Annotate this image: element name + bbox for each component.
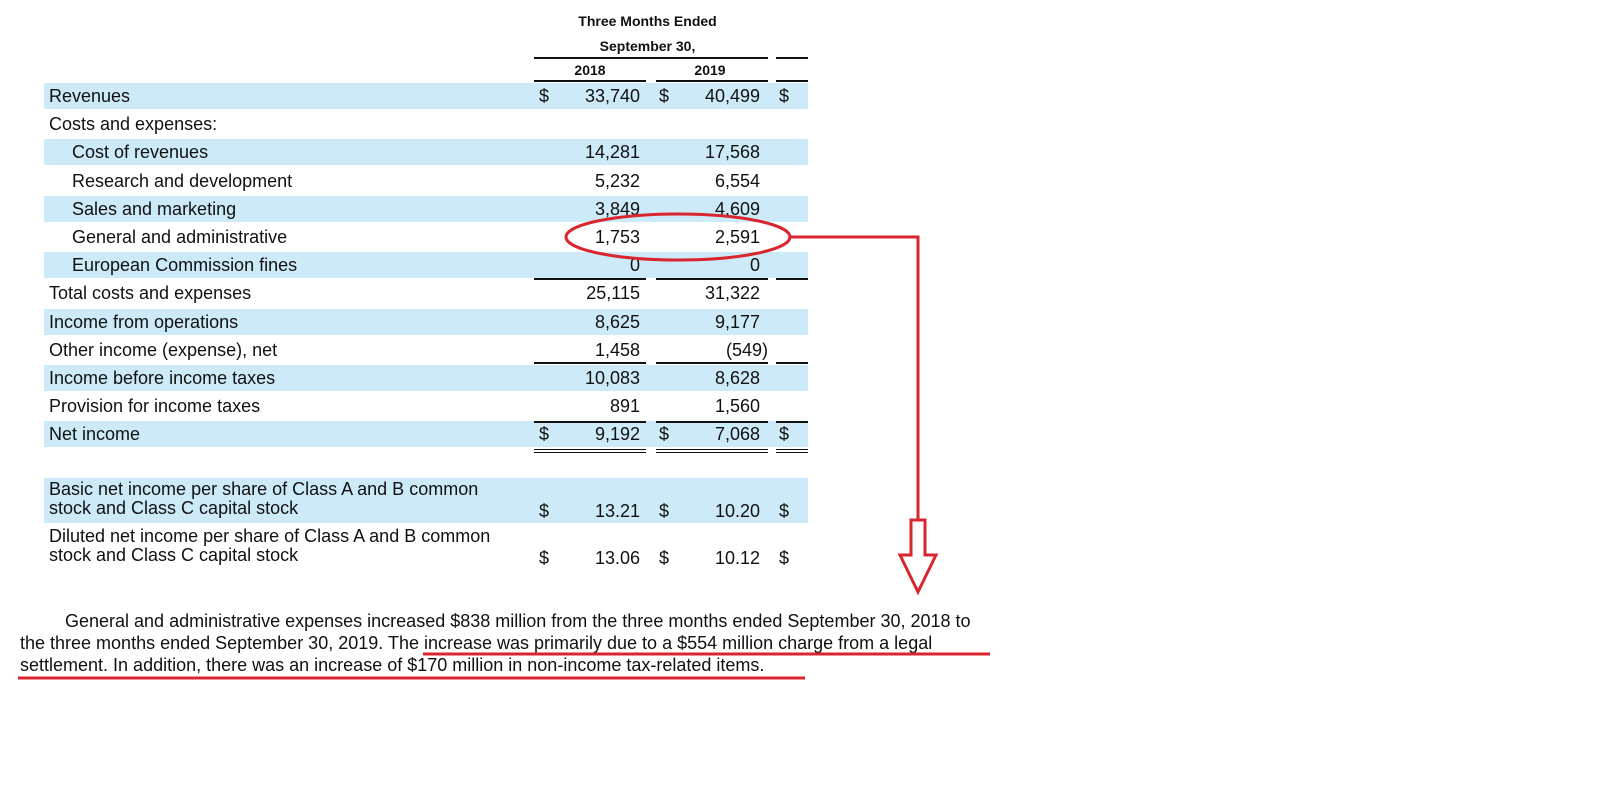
row-label: Sales and marketing [72, 198, 237, 219]
row-label: Cost of revenues [72, 142, 209, 163]
arrow-down-icon [897, 518, 939, 596]
value-2019: 8,628 [714, 368, 760, 388]
year-rule-2018 [534, 80, 646, 82]
currency-symbol: $ [539, 86, 550, 106]
total-rule [534, 449, 646, 453]
currency-symbol: $ [539, 424, 550, 445]
narrative-sentence-1: General and administrative expenses incr… [20, 611, 971, 653]
period-header-line2: September 30, [599, 38, 696, 54]
value-2018: 3,849 [594, 198, 640, 219]
value-2019: 7,068 [714, 424, 760, 445]
total-rule [534, 421, 646, 423]
year-rule-right [776, 80, 808, 82]
row-band [44, 83, 808, 109]
value-2018: 0 [629, 255, 640, 276]
narrative-sentence-2-highlighted: The increase was primarily due to a $554… [20, 633, 933, 675]
eps-2018: 13.21 [594, 501, 640, 521]
eps-label-line2: stock and Class C capital stock [49, 498, 299, 518]
row-label: Other income (expense), net [49, 339, 278, 360]
currency-symbol: $ [659, 424, 670, 445]
currency-symbol: $ [659, 501, 670, 521]
total-rule [534, 278, 646, 280]
value-2019: 9,177 [714, 311, 760, 332]
currency-symbol: $ [659, 86, 670, 106]
row-band [44, 139, 808, 166]
value-2018: 25,115 [586, 283, 640, 304]
value-2018: 8,625 [594, 311, 640, 332]
connector-line [790, 235, 920, 520]
currency-symbol: $ [659, 548, 670, 568]
total-rule [656, 278, 768, 280]
value-2019: 4,609 [714, 198, 760, 219]
value-2019: 6,554 [714, 170, 760, 191]
row-band [44, 421, 808, 448]
row-label: Provision for income taxes [49, 396, 261, 417]
value-2018: 891 [609, 396, 640, 417]
eps-2019: 10.20 [714, 501, 760, 521]
currency-symbol: $ [779, 501, 790, 521]
total-rule [776, 362, 808, 364]
value-2019: 40,499 [704, 86, 760, 106]
value-2018: 10,083 [584, 368, 640, 388]
row-band [44, 308, 808, 335]
currency-symbol: $ [539, 501, 550, 521]
eps-label-line1: Basic net income per share of Class A an… [49, 479, 479, 499]
eps-label-line2: stock and Class C capital stock [49, 545, 299, 565]
year-rule-2019 [656, 80, 768, 82]
row-label: Research and development [72, 170, 293, 191]
currency-symbol: $ [539, 548, 550, 568]
row-label: Income before income taxes [49, 368, 276, 388]
total-rule [656, 449, 768, 453]
total-rule [776, 421, 808, 423]
total-rule [656, 362, 768, 364]
value-2018: 1,458 [594, 339, 640, 360]
row-label: Income from operations [49, 311, 239, 332]
value-2018: 5,232 [594, 170, 640, 191]
year-2019-header: 2019 [694, 62, 726, 78]
row-band [44, 365, 808, 391]
value-2018: 14,281 [584, 142, 640, 163]
eps-2018: 13.06 [594, 548, 640, 568]
header-rule [534, 57, 768, 59]
row-label: European Commission fines [72, 255, 298, 276]
year-2018-header: 2018 [574, 62, 606, 78]
value-2018: 9,192 [594, 424, 640, 445]
value-2019: (549) [725, 339, 768, 360]
value-2019: 17,568 [704, 142, 760, 163]
row-label: Total costs and expenses [49, 283, 252, 304]
row-label: Costs and expenses: [49, 114, 218, 135]
total-rule [656, 421, 768, 423]
row-label: General and administrative [72, 227, 288, 247]
currency-symbol: $ [779, 548, 790, 568]
period-header-line1: Three Months Ended [578, 13, 717, 29]
total-rule [534, 362, 646, 364]
value-2019: 31,322 [704, 283, 760, 304]
value-2019: 2,591 [714, 227, 760, 247]
total-rule [776, 278, 808, 280]
value-2019: 1,560 [714, 396, 760, 417]
header-rule-right [776, 57, 808, 59]
eps-label-line1: Diluted net income per share of Class A … [49, 526, 491, 546]
narrative-paragraph: General and administrative expenses incr… [20, 610, 1000, 676]
eps-row-band [44, 478, 808, 523]
value-2019: 0 [749, 255, 760, 276]
row-label: Revenues [49, 86, 131, 106]
total-rule [776, 449, 808, 453]
currency-symbol: $ [779, 86, 790, 106]
value-2018: 33,740 [584, 86, 640, 106]
eps-2019: 10.12 [714, 548, 760, 568]
value-2018: 1,753 [594, 227, 640, 247]
row-label: Net income [49, 424, 141, 445]
currency-symbol: $ [779, 424, 790, 445]
